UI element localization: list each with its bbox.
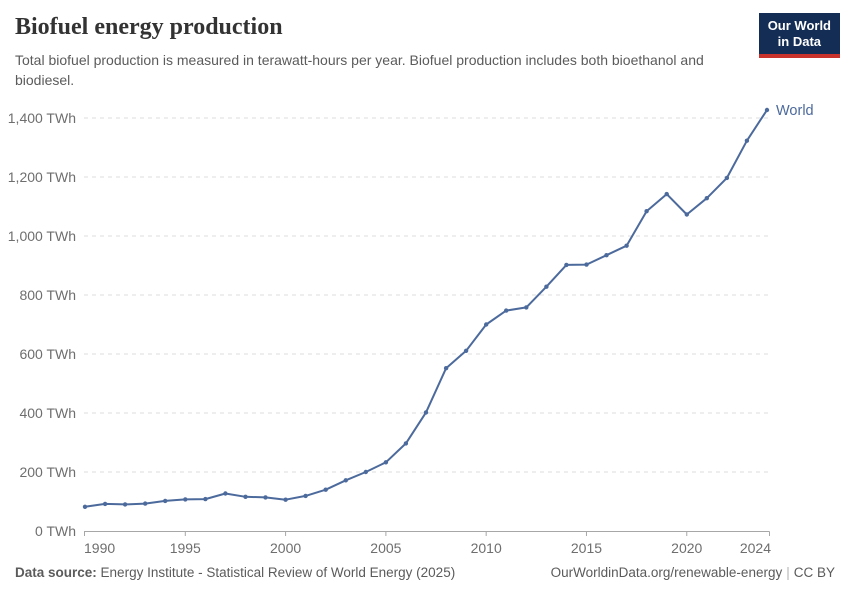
owid-logo[interactable]: Our World in Data — [758, 13, 840, 58]
x-axis-label-2024: 2024 — [740, 540, 771, 556]
x-axis-label-2000: 2000 — [270, 540, 301, 556]
data-point-world-2000[interactable] — [283, 497, 288, 502]
data-point-world-2006[interactable] — [403, 441, 409, 446]
y-axis-label-600: 600 TWh — [19, 346, 76, 362]
data-point-world-2020[interactable] — [684, 212, 689, 217]
data-point-world-1997[interactable] — [223, 491, 228, 496]
data-point-world-2007[interactable] — [423, 410, 429, 415]
data-point-world-1992[interactable] — [122, 502, 128, 507]
data-point-world-2005[interactable] — [383, 460, 389, 465]
data-point-world-2015[interactable] — [584, 262, 589, 267]
footer-links: OurWorldinData.org/renewable-energy | CC B… — [551, 565, 835, 580]
data-point-world-2016[interactable] — [604, 253, 609, 258]
data-point-world-1993[interactable] — [143, 501, 148, 506]
data-point-world-2001[interactable] — [303, 493, 308, 499]
owid-logo-line1: Our World — [767, 18, 831, 33]
data-point-world-2023[interactable] — [744, 138, 750, 143]
data-point-world-1998[interactable] — [243, 494, 248, 499]
y-axis-label-1200: 1,200 TWh — [8, 169, 76, 185]
data-point-world-2010[interactable] — [484, 322, 489, 327]
series-label-world[interactable]: World — [776, 103, 814, 119]
data-point-world-2009[interactable] — [463, 348, 469, 353]
data-point-world-2018[interactable] — [644, 209, 649, 214]
x-axis-label-2015: 2015 — [571, 540, 602, 556]
owid-url-link[interactable]: OurWorldinData.org/renewable-energy — [550, 565, 783, 580]
data-point-world-1991[interactable] — [102, 501, 108, 507]
data-point-world-2019[interactable] — [664, 191, 669, 197]
data-point-world-1999[interactable] — [263, 495, 268, 500]
y-axis-label-400: 400 TWh — [19, 405, 76, 421]
data-point-world-2013[interactable] — [544, 284, 549, 289]
x-axis-label-2005: 2005 — [370, 540, 401, 556]
data-point-world-2004[interactable] — [363, 469, 368, 475]
data-point-world-2021[interactable] — [704, 196, 709, 201]
data-source-label: Data source: — [15, 565, 97, 580]
data-point-world-2002[interactable] — [323, 487, 328, 492]
chart-header: Biofuel energy production Total biofuel … — [15, 14, 835, 90]
data-point-world-1996[interactable] — [203, 496, 208, 502]
x-axis-label-1990: 1990 — [84, 540, 115, 556]
series-line-world[interactable] — [84, 109, 768, 508]
data-point-world-2014[interactable] — [564, 262, 569, 268]
x-axis-label-1995: 1995 — [170, 540, 201, 556]
owid-logo-line2: in Data — [777, 34, 822, 49]
chart-subtitle: Total biofuel production is measured in … — [15, 52, 704, 88]
footer-separator: | — [786, 565, 790, 580]
y-axis-label-200: 200 TWh — [19, 464, 76, 480]
data-source-text: Energy Institute - Statistical Review of… — [100, 565, 456, 580]
x-axis-label-2010: 2010 — [471, 540, 502, 556]
y-axis-label-800: 800 TWh — [19, 287, 76, 303]
data-point-world-2022[interactable] — [724, 175, 730, 181]
y-axis-label-0: 0 TWh — [35, 523, 76, 539]
y-axis-label-1000: 1,000 TWh — [8, 228, 76, 244]
data-point-world-2003[interactable] — [343, 478, 348, 483]
data-point-world-1995[interactable] — [183, 497, 188, 502]
data-point-world-1990[interactable] — [82, 504, 88, 509]
page-title: Biofuel energy production — [15, 14, 283, 40]
license-link[interactable]: CC BY — [793, 565, 835, 580]
x-axis-label-2020: 2020 — [671, 540, 702, 556]
data-point-world-2012[interactable] — [524, 305, 529, 310]
data-point-world-2011[interactable] — [504, 308, 509, 313]
data-source: Data source: Energy Institute - Statisti… — [15, 565, 455, 580]
chart-footer: Data source: Energy Institute - Statisti… — [15, 565, 835, 580]
data-point-world-2017[interactable] — [624, 243, 629, 248]
data-point-world-2008[interactable] — [443, 366, 449, 371]
y-axis-label-1400: 1,400 TWh — [8, 110, 76, 126]
data-point-world-2024[interactable] — [764, 107, 770, 113]
data-point-world-1994[interactable] — [163, 498, 168, 504]
